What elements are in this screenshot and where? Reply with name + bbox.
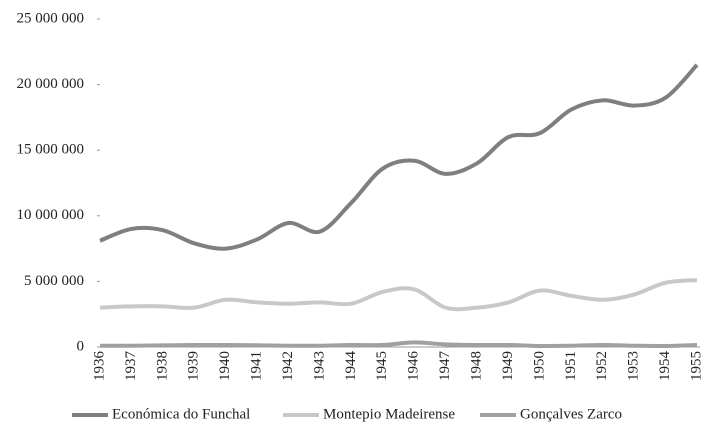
x-tick-label: 1942 [280, 351, 296, 381]
legend-label: Económica do Funchal [112, 406, 250, 422]
x-tick-label: 1936 [91, 351, 107, 382]
x-tick-label: 1953 [626, 351, 642, 381]
x-tick-label: 1941 [249, 351, 265, 381]
y-tick-label: 10 000 000 [17, 207, 85, 223]
x-tick-label: 1951 [563, 351, 579, 381]
x-tick-label: 1937 [123, 351, 139, 382]
series-line [99, 278, 698, 312]
x-tick-label: 1949 [500, 351, 516, 381]
series-line [99, 63, 699, 251]
x-tick-label: 1948 [468, 351, 484, 381]
x-tick-label: 1947 [437, 351, 453, 382]
x-tick-label: 1945 [374, 351, 390, 381]
series-line [99, 340, 698, 348]
y-tick-label: 0 [77, 338, 85, 354]
x-tick-label: 1946 [406, 351, 422, 382]
x-tick-label: 1954 [657, 351, 673, 382]
x-tick-label: 1943 [311, 351, 327, 381]
legend-label: Gonçalves Zarco [520, 406, 622, 422]
legend-label: Montepio Madeirense [323, 406, 455, 422]
x-tick-label: 1952 [594, 351, 610, 381]
y-tick-label: 25 000 000 [17, 10, 85, 26]
x-tick-label: 1939 [186, 351, 202, 381]
x-tick-label: 1940 [217, 351, 233, 381]
x-tick-label: 1950 [531, 351, 547, 381]
x-tick-label: 1938 [154, 351, 170, 381]
x-tick-label: 1955 [688, 351, 704, 381]
y-tick-label: 5 000 000 [24, 273, 84, 289]
x-tick-label: 1944 [343, 351, 359, 382]
y-tick-label: 20 000 000 [17, 76, 85, 92]
y-tick-label: 15 000 000 [17, 142, 85, 158]
